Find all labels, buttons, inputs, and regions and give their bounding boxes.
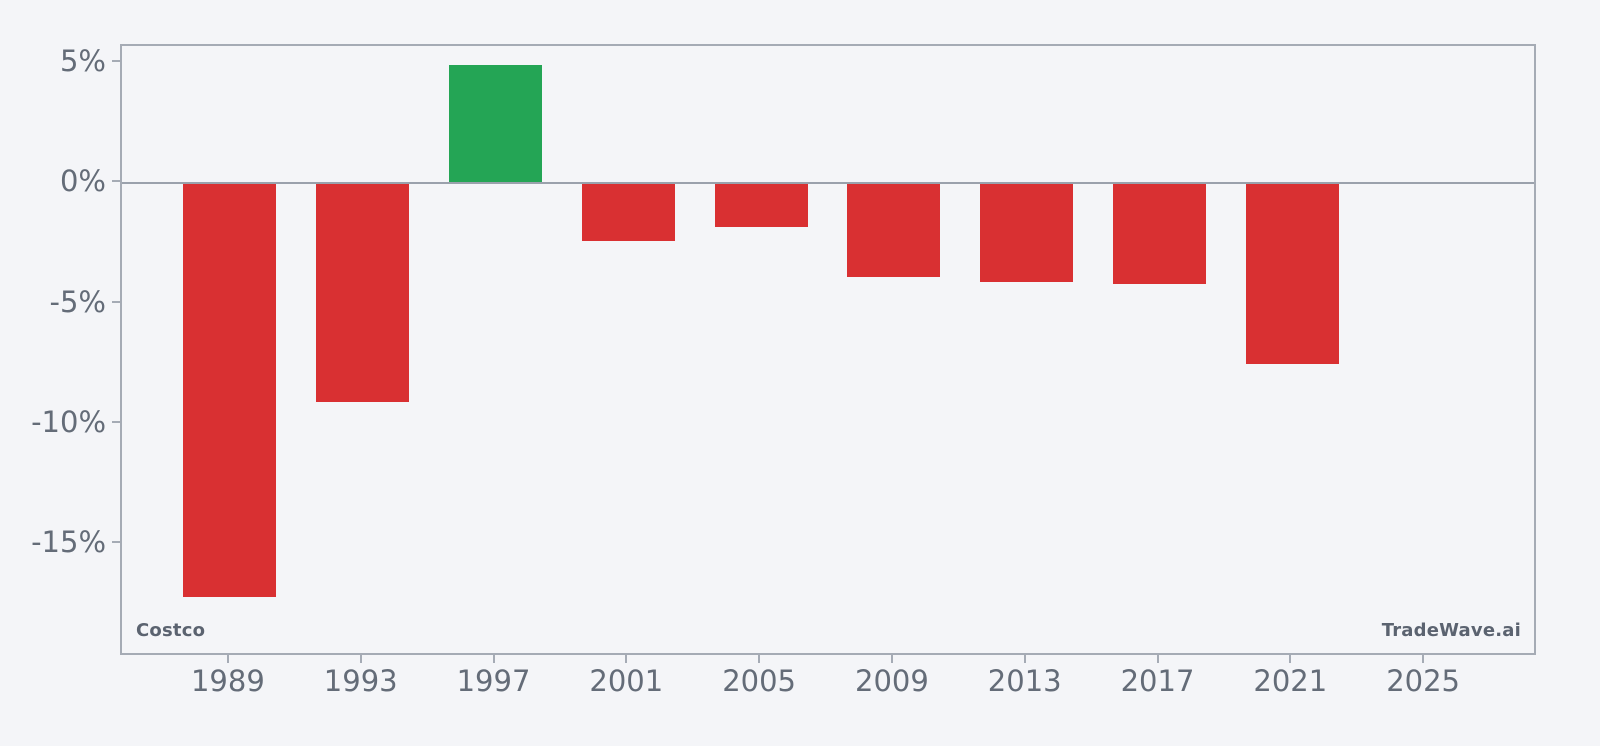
x-tick-mark (1156, 655, 1159, 663)
x-tick-mark (1289, 655, 1292, 663)
y-tick-mark (112, 300, 120, 303)
bars-layer (122, 46, 1534, 653)
y-tick-label: -10% (31, 404, 106, 439)
series-watermark-costco: Costco (136, 620, 206, 641)
y-tick-mark (112, 420, 120, 423)
bar-2021 (1245, 183, 1339, 364)
x-tick-label: 2001 (589, 664, 664, 698)
x-tick-mark (1422, 655, 1425, 663)
x-tick-label: 2025 (1386, 664, 1461, 698)
y-tick-mark (112, 180, 120, 183)
y-tick-mark (112, 60, 120, 63)
bar-1989 (183, 183, 277, 597)
x-tick-label: 1989 (190, 664, 265, 698)
bar-1993 (316, 183, 410, 403)
bar-1997 (449, 65, 542, 184)
x-tick-mark (758, 655, 761, 663)
x-tick-label: 2009 (855, 664, 929, 698)
bar-2005 (714, 183, 808, 227)
bar-2009 (847, 183, 941, 278)
x-tick-label: 2013 (987, 664, 1062, 698)
x-tick-mark (625, 655, 628, 663)
y-tick-label: 0% (59, 164, 106, 199)
y-tick-label: -15% (31, 524, 106, 559)
bar-2017 (1113, 183, 1206, 285)
x-tick-mark (890, 655, 893, 663)
bar-2013 (980, 183, 1074, 282)
brand-watermark-tradewave: TradeWave.ai (1381, 620, 1521, 641)
x-tick-mark (359, 655, 362, 663)
x-tick-label: 2017 (1120, 664, 1195, 698)
bar-2001 (581, 183, 675, 241)
x-tick-label: 1997 (456, 664, 531, 698)
x-tick-mark (492, 655, 495, 663)
x-tick-label: 1993 (323, 664, 398, 698)
x-tick-label: 2021 (1253, 664, 1328, 698)
y-tick-label: 5% (59, 44, 106, 79)
zero-baseline (122, 182, 1534, 185)
y-tick-label: -5% (49, 284, 106, 319)
x-tick-mark (226, 655, 229, 663)
x-tick-label: 2005 (722, 664, 796, 698)
plot-area: Costco TradeWave.ai (120, 44, 1536, 655)
y-tick-mark (112, 540, 120, 543)
x-tick-mark (1023, 655, 1026, 663)
